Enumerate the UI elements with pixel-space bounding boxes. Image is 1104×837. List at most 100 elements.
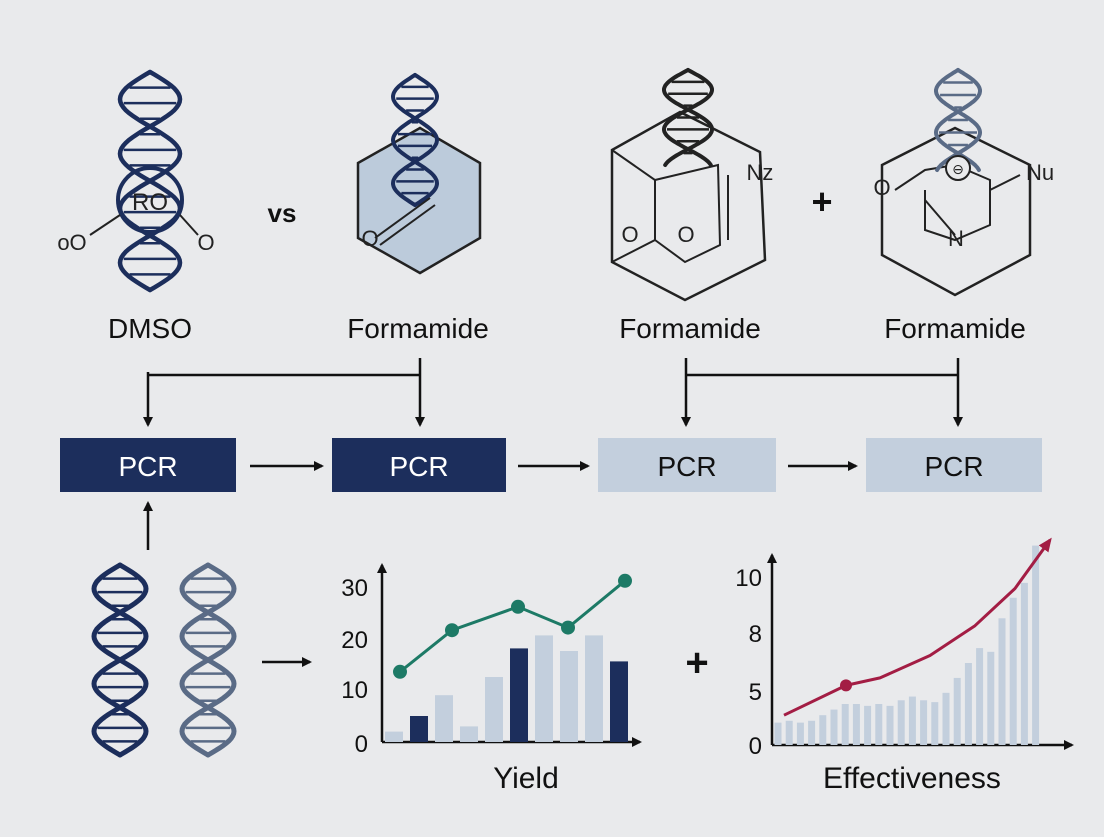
- formamide-label-1: Formamide: [347, 313, 489, 344]
- dna-helix-icon: [933, 68, 983, 172]
- yield-chart: 0 10 20 30: [341, 563, 642, 758]
- ring-label: RO: [132, 189, 168, 216]
- yield-bar: [585, 635, 603, 742]
- yield-bar: [535, 635, 553, 742]
- yield-trend-point: [445, 623, 459, 638]
- pcr-label: PCR: [657, 451, 716, 482]
- formamide-label-3: Formamide: [884, 313, 1026, 344]
- yield-bar: [560, 651, 578, 742]
- effectiveness-bar: [998, 618, 1006, 745]
- effectiveness-bar: [1009, 597, 1017, 745]
- bond: [379, 204, 436, 246]
- helix-strand: [179, 562, 237, 758]
- helix-strand: [662, 68, 715, 167]
- effectiveness-bar: [808, 720, 816, 745]
- plus-sign-top: +: [811, 181, 832, 222]
- left-group-label: oO: [57, 230, 86, 255]
- right-group-label: O: [197, 230, 214, 255]
- charge-label: ⊖: [952, 161, 964, 177]
- effectiveness-bar: [796, 722, 804, 745]
- yield-bar: [510, 648, 528, 742]
- effectiveness-bar: [864, 705, 872, 745]
- dmso-label: DMSO: [108, 313, 192, 344]
- pcr-box-1: PCR: [60, 438, 236, 492]
- effectiveness-bar: [976, 648, 984, 745]
- yield-bar: [485, 677, 503, 742]
- yield-bar: [460, 726, 478, 742]
- pcr-box-3: PCR: [598, 438, 776, 492]
- helix-strand: [91, 562, 149, 758]
- pcr-label: PCR: [118, 451, 177, 482]
- bond: [179, 214, 199, 236]
- yield-bar: [435, 695, 453, 742]
- yield-trend-point: [561, 620, 575, 635]
- pcr-box-4: PCR: [866, 438, 1042, 492]
- yield-bar: [610, 661, 628, 742]
- dna-helix-icon: [390, 73, 440, 207]
- pcr-label: PCR: [924, 451, 983, 482]
- inner-bond: [894, 163, 991, 242]
- y-tick-label: 30: [341, 575, 368, 602]
- y-tick-label: 20: [341, 627, 368, 654]
- effectiveness-axis-label: Effectiveness: [823, 762, 1001, 795]
- effectiveness-bar: [908, 696, 916, 745]
- yield-trend-point: [511, 599, 525, 614]
- effectiveness-bar: [942, 692, 950, 745]
- plus-sign-bottom: +: [685, 641, 708, 685]
- outer-ring: [880, 126, 1032, 297]
- vs-label: vs: [268, 198, 297, 228]
- inner-bond: [654, 163, 722, 264]
- y-tick-label: 10: [735, 565, 762, 592]
- dmso-molecule: RO oO O: [57, 69, 215, 293]
- formamide-molecule-1: O: [356, 73, 482, 275]
- nitrogen-top-label: Nu: [1026, 160, 1054, 185]
- y-tick-label: 0: [749, 733, 762, 760]
- bond: [989, 174, 1021, 191]
- effectiveness-bar: [920, 700, 928, 745]
- oxygen-label-right: O: [677, 222, 694, 247]
- effectiveness-bar: [1032, 545, 1040, 745]
- bond: [89, 214, 121, 236]
- yield-bar: [410, 716, 428, 742]
- effectiveness-bar: [987, 651, 995, 745]
- ring: [116, 166, 184, 234]
- inner-bond: [924, 199, 956, 236]
- nitrogen-inner-label: N: [948, 226, 964, 251]
- yield-bar: [385, 731, 403, 742]
- helix-strand: [117, 69, 183, 293]
- yield-trend-point: [393, 664, 407, 679]
- effectiveness-bar: [819, 715, 827, 745]
- effectiveness-bar: [852, 704, 860, 745]
- pcr-box-2: PCR: [332, 438, 506, 492]
- effectiveness-bar: [875, 704, 883, 745]
- effectiveness-bar: [785, 720, 793, 745]
- effectiveness-bar: [830, 709, 838, 745]
- dna-helix-icon: [91, 562, 149, 758]
- dna-helix-icon: [117, 69, 183, 293]
- formamide-label-2: Formamide: [619, 313, 761, 344]
- effectiveness-bar: [964, 663, 972, 745]
- formamide-molecule-3: ⊖ Nu N O: [873, 68, 1054, 297]
- oxygen-label-left: O: [621, 222, 638, 247]
- connector-lines: [143, 358, 963, 667]
- y-tick-label: 5: [749, 679, 762, 706]
- oxygen-label: O: [361, 226, 378, 251]
- effectiveness-chart: 0 5 8 10: [735, 537, 1074, 760]
- bond: [374, 197, 431, 239]
- helix-strand: [934, 68, 983, 172]
- dna-helix-icon: [179, 562, 237, 758]
- formamide-molecule-2: O O Nz: [610, 68, 774, 302]
- effectiveness-bar: [774, 722, 782, 745]
- effectiveness-trend-point: [840, 679, 852, 692]
- inner-bond: [611, 149, 656, 263]
- charge-circle: [945, 155, 971, 181]
- effectiveness-bar: [953, 677, 961, 745]
- y-tick-label: 0: [355, 731, 368, 758]
- helix-strand: [390, 73, 440, 207]
- nitrogen-label: Nz: [747, 160, 774, 185]
- yield-axis-label: Yield: [493, 762, 559, 795]
- effectiveness-bar: [931, 702, 939, 745]
- y-tick-label: 10: [341, 677, 368, 704]
